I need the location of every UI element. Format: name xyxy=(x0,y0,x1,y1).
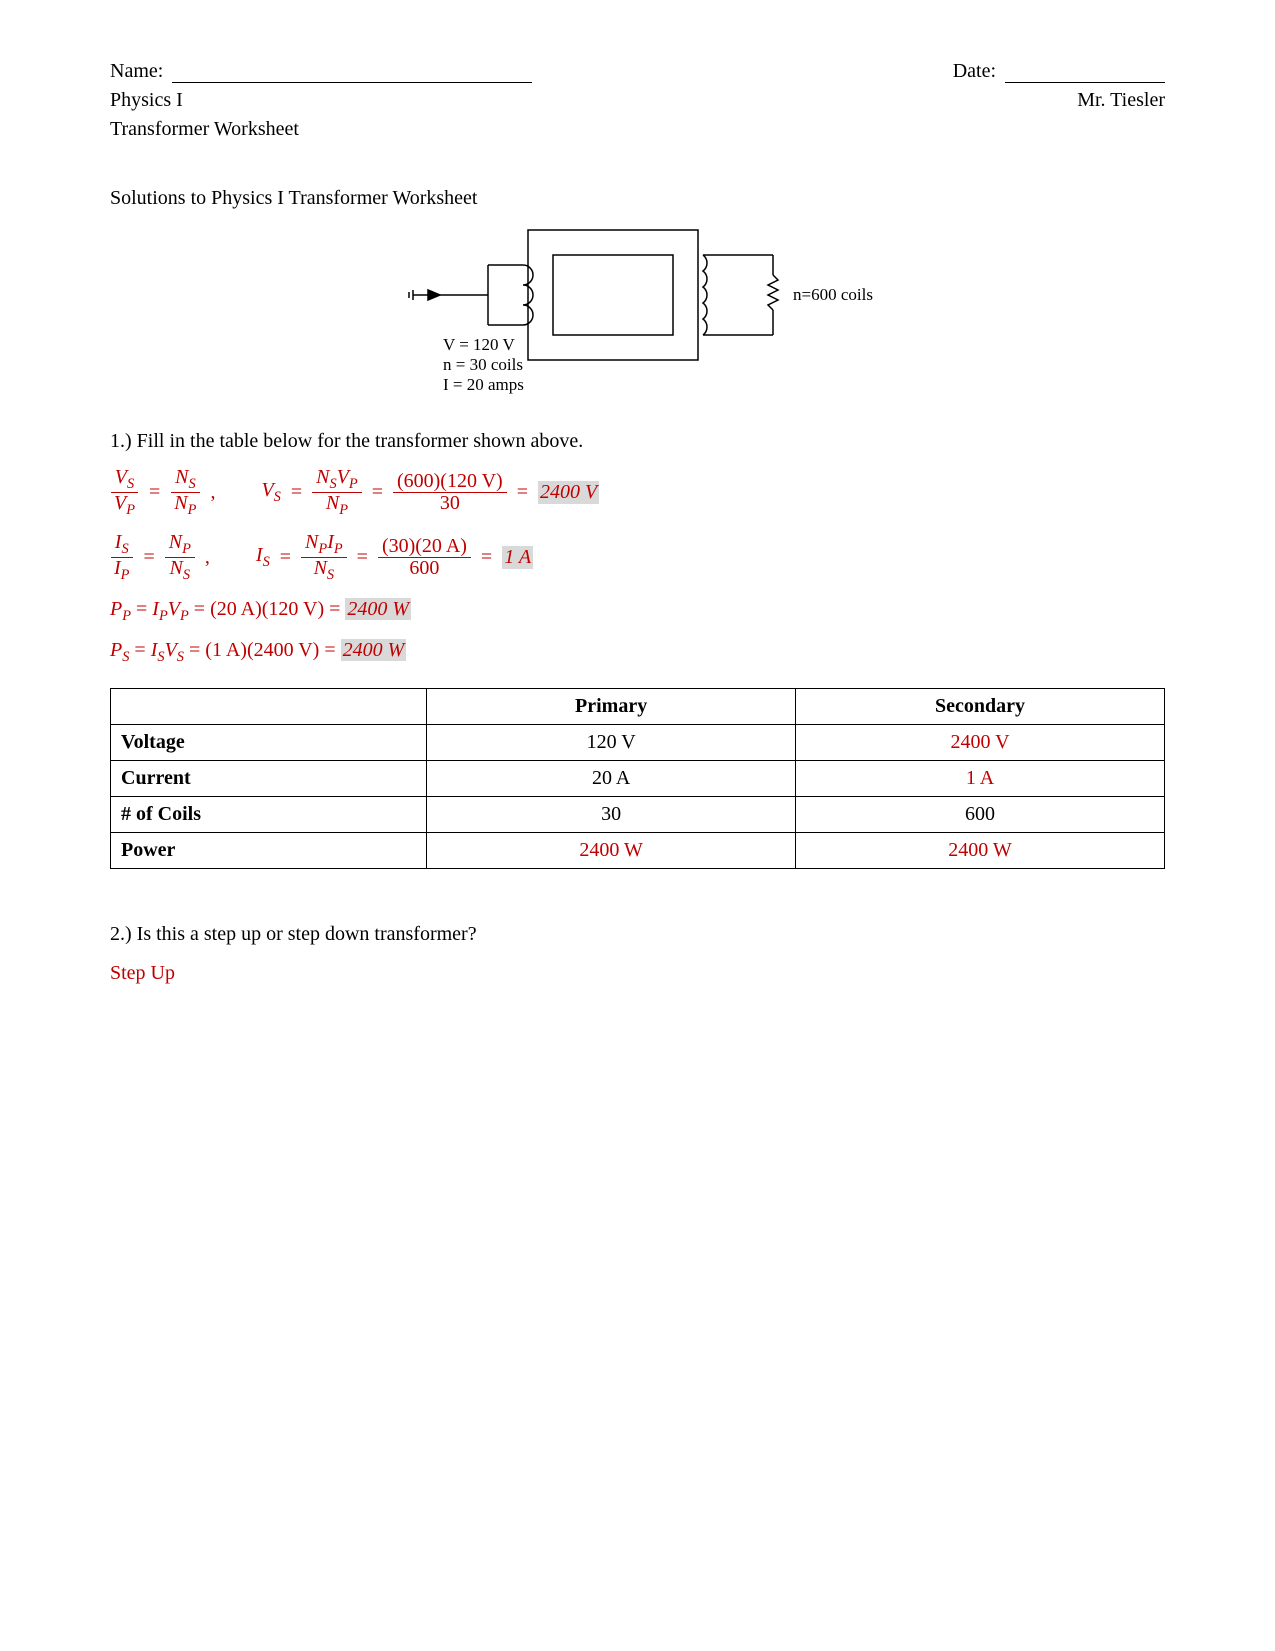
header-row-1: Name: Date: xyxy=(110,60,1165,83)
row-secondary: 600 xyxy=(796,796,1165,832)
equation-ps: PS = ISVS = (1 A)(2400 V) = 2400 W xyxy=(110,639,1165,666)
transformer-diagram: n=600 coils V = 120 V n = 30 coils I = 2… xyxy=(110,220,1165,416)
answer-is: 1 A xyxy=(502,546,533,569)
date-label: Date: xyxy=(953,60,996,82)
row-primary: 120 V xyxy=(427,724,796,760)
row-label: Current xyxy=(111,760,427,796)
answer-ps: 2400 W xyxy=(341,639,407,661)
solutions-title: Solutions to Physics I Transformer Works… xyxy=(110,187,1165,210)
table-row: Current20 A1 A xyxy=(111,760,1165,796)
diagram-left-n: n = 30 coils xyxy=(443,355,523,374)
q1-text: 1.) Fill in the table below for the tran… xyxy=(110,430,1165,453)
q2-answer: Step Up xyxy=(110,962,1165,985)
table-row: Voltage120 V2400 V xyxy=(111,724,1165,760)
q2-text: 2.) Is this a step up or step down trans… xyxy=(110,923,1165,946)
row-primary: 20 A xyxy=(427,760,796,796)
answer-vs: 2400 V xyxy=(538,481,599,504)
assignment-label: Transformer Worksheet xyxy=(110,118,1165,141)
table-row: Power2400 W2400 W xyxy=(111,832,1165,868)
col-primary: Primary xyxy=(427,688,796,724)
diagram-left-v: V = 120 V xyxy=(443,335,516,354)
answer-pp: 2400 W xyxy=(345,598,411,620)
row-label: Voltage xyxy=(111,724,427,760)
equation-is: IS IP = NP NS , IS = NPIP NS = (30)(20 A… xyxy=(110,532,1165,583)
page: Name: Date: Physics I Mr. Tiesler Transf… xyxy=(0,0,1275,1651)
header-row-2: Physics I Mr. Tiesler xyxy=(110,89,1165,112)
teacher-label: Mr. Tiesler xyxy=(1077,89,1165,112)
row-label: Power xyxy=(111,832,427,868)
row-primary: 30 xyxy=(427,796,796,832)
name-label: Name: xyxy=(110,60,163,82)
course-label: Physics I xyxy=(110,89,183,112)
table-corner xyxy=(111,688,427,724)
name-blank-line xyxy=(172,82,532,83)
equation-pp: PP = IPVP = (20 A)(120 V) = 2400 W xyxy=(110,598,1165,625)
row-secondary: 2400 W xyxy=(796,832,1165,868)
date-field: Date: xyxy=(953,60,1165,83)
results-table: Primary Secondary Voltage120 V2400 VCurr… xyxy=(110,688,1165,869)
row-secondary: 2400 V xyxy=(796,724,1165,760)
col-secondary: Secondary xyxy=(796,688,1165,724)
date-blank-line xyxy=(1005,82,1165,83)
row-label: # of Coils xyxy=(111,796,427,832)
equation-vs: VS VP = NS NP , VS = NSVP NP = (600)(120… xyxy=(110,467,1165,518)
row-primary: 2400 W xyxy=(427,832,796,868)
row-secondary: 1 A xyxy=(796,760,1165,796)
diagram-right-n: n=600 coils xyxy=(793,285,873,304)
name-field: Name: xyxy=(110,60,532,83)
table-row: # of Coils30600 xyxy=(111,796,1165,832)
diagram-left-i: I = 20 amps xyxy=(443,375,524,394)
